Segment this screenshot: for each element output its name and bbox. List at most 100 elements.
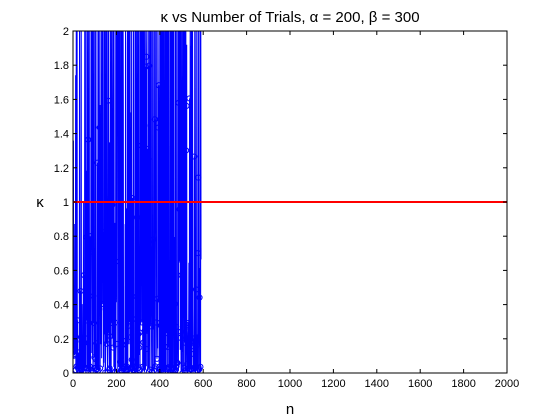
series-kappa-point bbox=[188, 350, 195, 358]
series-kappa-point bbox=[97, 267, 104, 274]
series-kappa-point bbox=[163, 329, 170, 337]
series-kappa-point bbox=[126, 296, 133, 303]
series-kappa-point bbox=[80, 355, 87, 362]
series-kappa-point bbox=[89, 248, 96, 255]
series-kappa-point bbox=[183, 323, 191, 330]
series-kappa-point bbox=[77, 287, 84, 295]
series-kappa-point bbox=[184, 365, 191, 372]
x-tick-label: 1600 bbox=[408, 378, 432, 390]
y-tick-label: 0.4 bbox=[54, 300, 69, 312]
series-kappa-point bbox=[186, 95, 193, 102]
series-kappa-point bbox=[123, 363, 131, 370]
x-tick-label: 400 bbox=[151, 378, 169, 390]
x-tick-label: 1800 bbox=[451, 378, 475, 390]
series-kappa-point bbox=[128, 356, 135, 363]
series-kappa-point bbox=[177, 328, 184, 335]
series-kappa-point bbox=[137, 142, 145, 149]
series-kappa-point bbox=[153, 355, 161, 362]
series-kappa-point bbox=[196, 294, 203, 301]
x-tick-label: 1200 bbox=[321, 378, 345, 390]
series-kappa-point bbox=[138, 319, 145, 326]
series-kappa-point bbox=[178, 272, 185, 279]
series-kappa-point bbox=[190, 335, 197, 342]
series-kappa-point bbox=[157, 322, 164, 329]
series-kappa-point bbox=[136, 344, 143, 351]
series-kappa-point bbox=[163, 323, 171, 331]
series-kappa-point bbox=[141, 327, 148, 334]
series-kappa-point bbox=[87, 233, 94, 240]
series-kappa-point bbox=[166, 324, 173, 331]
series-kappa-point bbox=[191, 153, 198, 160]
series-kappa-point bbox=[125, 322, 132, 330]
series-kappa-point bbox=[185, 321, 192, 328]
series-kappa-point bbox=[75, 349, 82, 356]
y-tick-label: 0.2 bbox=[54, 334, 69, 346]
y-axis-label: κ bbox=[36, 194, 44, 211]
series-kappa-point bbox=[110, 344, 117, 351]
x-tick-label: 0 bbox=[70, 378, 76, 390]
series-kappa-point bbox=[100, 250, 107, 257]
y-tick-label: 1.2 bbox=[54, 163, 69, 175]
series-kappa-point bbox=[143, 327, 151, 334]
series-kappa-point bbox=[150, 236, 157, 243]
series-kappa-point bbox=[94, 159, 101, 166]
series-kappa-point bbox=[106, 365, 113, 372]
series-kappa-point bbox=[107, 285, 115, 292]
series-kappa-point bbox=[144, 145, 151, 153]
x-tick-label: 2000 bbox=[495, 378, 519, 390]
series-kappa-point bbox=[145, 155, 152, 162]
series-kappa-point bbox=[83, 234, 90, 241]
y-tick-label: 0.8 bbox=[54, 231, 69, 243]
series-kappa-point bbox=[103, 340, 110, 347]
series-kappa-point bbox=[98, 245, 105, 252]
series-kappa-point bbox=[154, 295, 161, 302]
series-kappa-point bbox=[129, 194, 136, 202]
series-kappa-point bbox=[164, 343, 171, 351]
x-tick-label: 1400 bbox=[365, 378, 389, 390]
series-kappa-point bbox=[143, 345, 150, 353]
series-kappa-point bbox=[141, 122, 148, 129]
series-kappa-point bbox=[176, 206, 183, 213]
series-kappa-point bbox=[135, 331, 142, 338]
series-kappa-point bbox=[179, 256, 186, 263]
series-kappa-point bbox=[172, 366, 179, 373]
series-kappa-point bbox=[194, 341, 201, 348]
series-kappa-point bbox=[83, 317, 90, 324]
series-kappa-point bbox=[136, 329, 143, 336]
series-kappa-point bbox=[84, 335, 91, 342]
series-kappa-point bbox=[92, 355, 99, 363]
series-kappa-point bbox=[174, 359, 181, 367]
series-kappa-point bbox=[181, 339, 188, 346]
y-tick-label: 1.6 bbox=[54, 94, 69, 106]
series-kappa-point bbox=[74, 317, 81, 324]
series-kappa-point bbox=[187, 334, 194, 341]
series-kappa-point bbox=[147, 323, 154, 330]
series-kappa-point bbox=[99, 300, 106, 308]
x-tick-label: 200 bbox=[107, 378, 125, 390]
series-kappa-point bbox=[90, 319, 98, 327]
series-kappa-point bbox=[84, 136, 92, 143]
y-tick-label: 2 bbox=[63, 26, 69, 38]
series-kappa-point bbox=[173, 363, 180, 370]
series-kappa-point bbox=[150, 367, 158, 373]
y-tick-label: 1.4 bbox=[54, 129, 69, 141]
series-kappa-point bbox=[139, 363, 146, 370]
series-kappa-point bbox=[127, 334, 135, 341]
series-kappa-point bbox=[147, 241, 154, 248]
series-kappa-point bbox=[151, 116, 158, 123]
series-kappa-point bbox=[107, 333, 114, 340]
series-kappa-point bbox=[177, 334, 184, 341]
series-group bbox=[73, 31, 204, 373]
series-kappa-point bbox=[155, 82, 162, 89]
series-kappa-point bbox=[140, 339, 147, 346]
series-kappa-point bbox=[171, 300, 178, 308]
series-kappa-point bbox=[142, 63, 149, 70]
series-kappa-point bbox=[133, 363, 140, 371]
series-kappa-point bbox=[162, 343, 169, 350]
series-kappa-point bbox=[146, 62, 153, 69]
x-tick-label: 1000 bbox=[278, 378, 302, 390]
series-kappa-point bbox=[97, 365, 104, 372]
series-kappa-point bbox=[144, 152, 151, 159]
